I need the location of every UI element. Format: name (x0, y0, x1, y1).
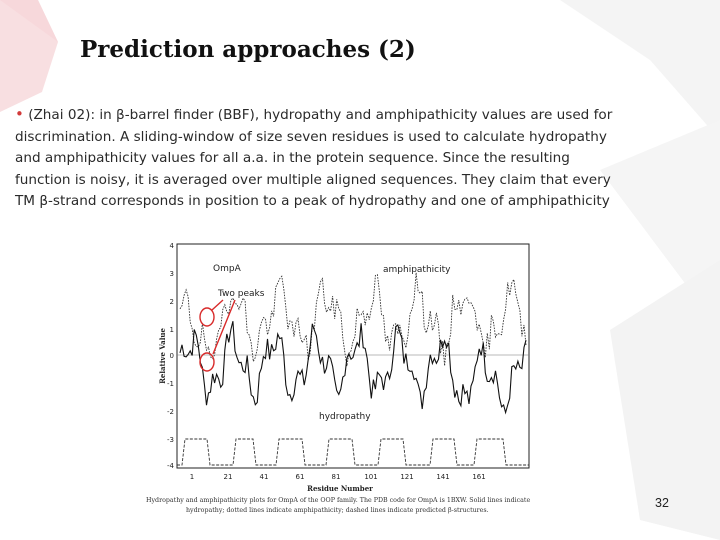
peak-circle-amphipathicity (199, 307, 215, 327)
x-tick-label: 21 (224, 473, 233, 481)
y-tick-label: -4 (167, 462, 175, 470)
amphipathicity-label: amphipathicity (383, 265, 451, 275)
x-tick-label: 161 (472, 473, 485, 481)
predicted-beta-structures (177, 438, 529, 466)
bullet-line-3: and amphipathicity values for all a.a. i… (15, 150, 570, 166)
arrow-to-hydropathy-peak (212, 299, 236, 355)
figure-caption-line-1: Hydropathy and amphipathicity plots for … (146, 497, 530, 504)
figure-caption-line-2: hydropathy; dotted lines indicate amphip… (186, 507, 489, 514)
y-tick-label: 2 (170, 298, 174, 306)
bullet-line-1: • (Zhai 02): in β-barrel finder (BBF), h… (15, 105, 613, 123)
x-tick-label: 81 (332, 473, 341, 481)
x-tick-label: 101 (364, 473, 377, 481)
amphipathicity-curve (179, 272, 527, 367)
y-tick-label: 4 (170, 242, 175, 250)
peak-circle-hydropathy (199, 352, 215, 372)
x-tick-label: 41 (260, 473, 269, 481)
x-axis-title: Residue Number (307, 484, 373, 493)
y-tick-label: 1 (170, 326, 174, 334)
arrow-to-amphipathicity-peak (211, 299, 224, 311)
bullet-marker: • (15, 105, 24, 123)
ompa-label: OmpA (213, 264, 242, 274)
y-axis-title: Relative Value (158, 328, 167, 384)
hydropathy-figure: 4 3 2 1 0 -1 -2 -3 -4 1 21 41 61 81 101 … (140, 236, 580, 521)
plot-frame (176, 243, 530, 469)
x-tick-label: 121 (400, 473, 413, 481)
hydropathy-curve (179, 321, 527, 415)
y-tick-label: 3 (170, 270, 174, 278)
bullet-line-5: TM β-strand corresponds in position to a… (15, 193, 610, 209)
y-tick-label: 0 (170, 352, 174, 360)
page-number: 32 (655, 496, 669, 510)
bullet-paragraph: • (Zhai 02): in β-barrel finder (BBF), h… (15, 104, 705, 213)
slide-title: Prediction approaches (2) (80, 36, 416, 63)
y-tick-label: -2 (167, 408, 174, 416)
two-peaks-label: Two peaks (217, 289, 265, 299)
y-tick-label: -3 (167, 436, 174, 444)
x-tick-label: 61 (296, 473, 305, 481)
bullet-line-4: function is noisy, it is averaged over m… (15, 171, 611, 188)
x-tick-label: 141 (436, 473, 449, 481)
figure-plot: 4 3 2 1 0 -1 -2 -3 -4 1 21 41 61 81 101 … (146, 242, 530, 514)
hydropathy-label: hydropathy (319, 412, 371, 422)
y-tick-label: -1 (167, 380, 174, 388)
bullet-line-2: discrimination. A sliding-window of size… (15, 128, 607, 145)
x-tick-label: 1 (190, 473, 194, 481)
